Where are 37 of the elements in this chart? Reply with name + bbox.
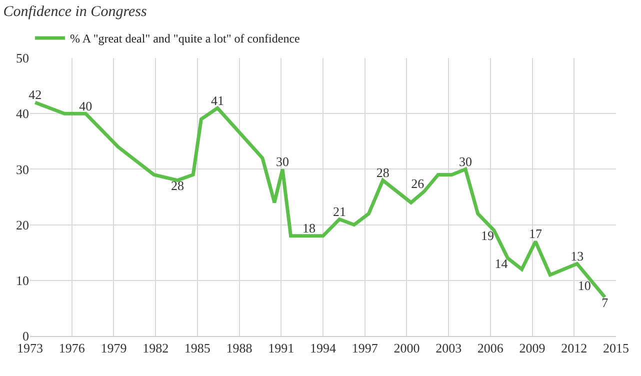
x-tick-label: 2012	[561, 340, 588, 356]
data-label: 26	[411, 176, 425, 192]
x-tick-label: 1997	[352, 340, 378, 356]
x-tick-label: 1979	[100, 340, 127, 356]
x-tick-label: 1982	[142, 340, 169, 356]
x-tick-label: 2006	[477, 340, 504, 356]
data-label: 10	[578, 278, 591, 294]
data-label: 41	[211, 92, 224, 108]
legend-label: % A "great deal" and "quite a lot" of confidence	[70, 32, 300, 46]
x-tick-label: 2015	[603, 340, 629, 356]
data-label: 19	[481, 228, 494, 244]
data-label: 40	[79, 98, 92, 114]
x-tick-label: 2009	[519, 340, 546, 356]
data-label: 18	[302, 220, 316, 236]
x-tick-label: 1994	[310, 340, 336, 356]
x-tick-label: 1988	[226, 340, 252, 356]
x-tick-label: 1976	[58, 340, 86, 356]
data-label: 17	[528, 226, 542, 242]
y-tick-label: 50	[16, 50, 29, 66]
data-label: 13	[570, 248, 584, 264]
y-tick-label: 40	[16, 106, 29, 122]
data-label: 28	[376, 165, 390, 180]
data-label: 14	[494, 256, 508, 271]
data-label: 28	[170, 178, 184, 194]
data-label: 7	[602, 294, 609, 310]
x-tick-label: 1991	[268, 340, 294, 356]
data-label: 30	[276, 154, 290, 169]
x-tick-label: 2003	[436, 340, 462, 356]
data-label: 30	[458, 154, 472, 169]
y-tick-label: 10	[16, 272, 29, 288]
x-tick-label: 2000	[394, 340, 420, 356]
x-tick-label: 1985	[184, 340, 210, 356]
data-label: 42	[28, 87, 42, 102]
y-tick-label: 20	[16, 217, 29, 232]
chart-title: Confidence in Congress	[3, 4, 147, 20]
y-tick-label: 30	[16, 162, 29, 177]
data-label: 21	[332, 204, 346, 219]
